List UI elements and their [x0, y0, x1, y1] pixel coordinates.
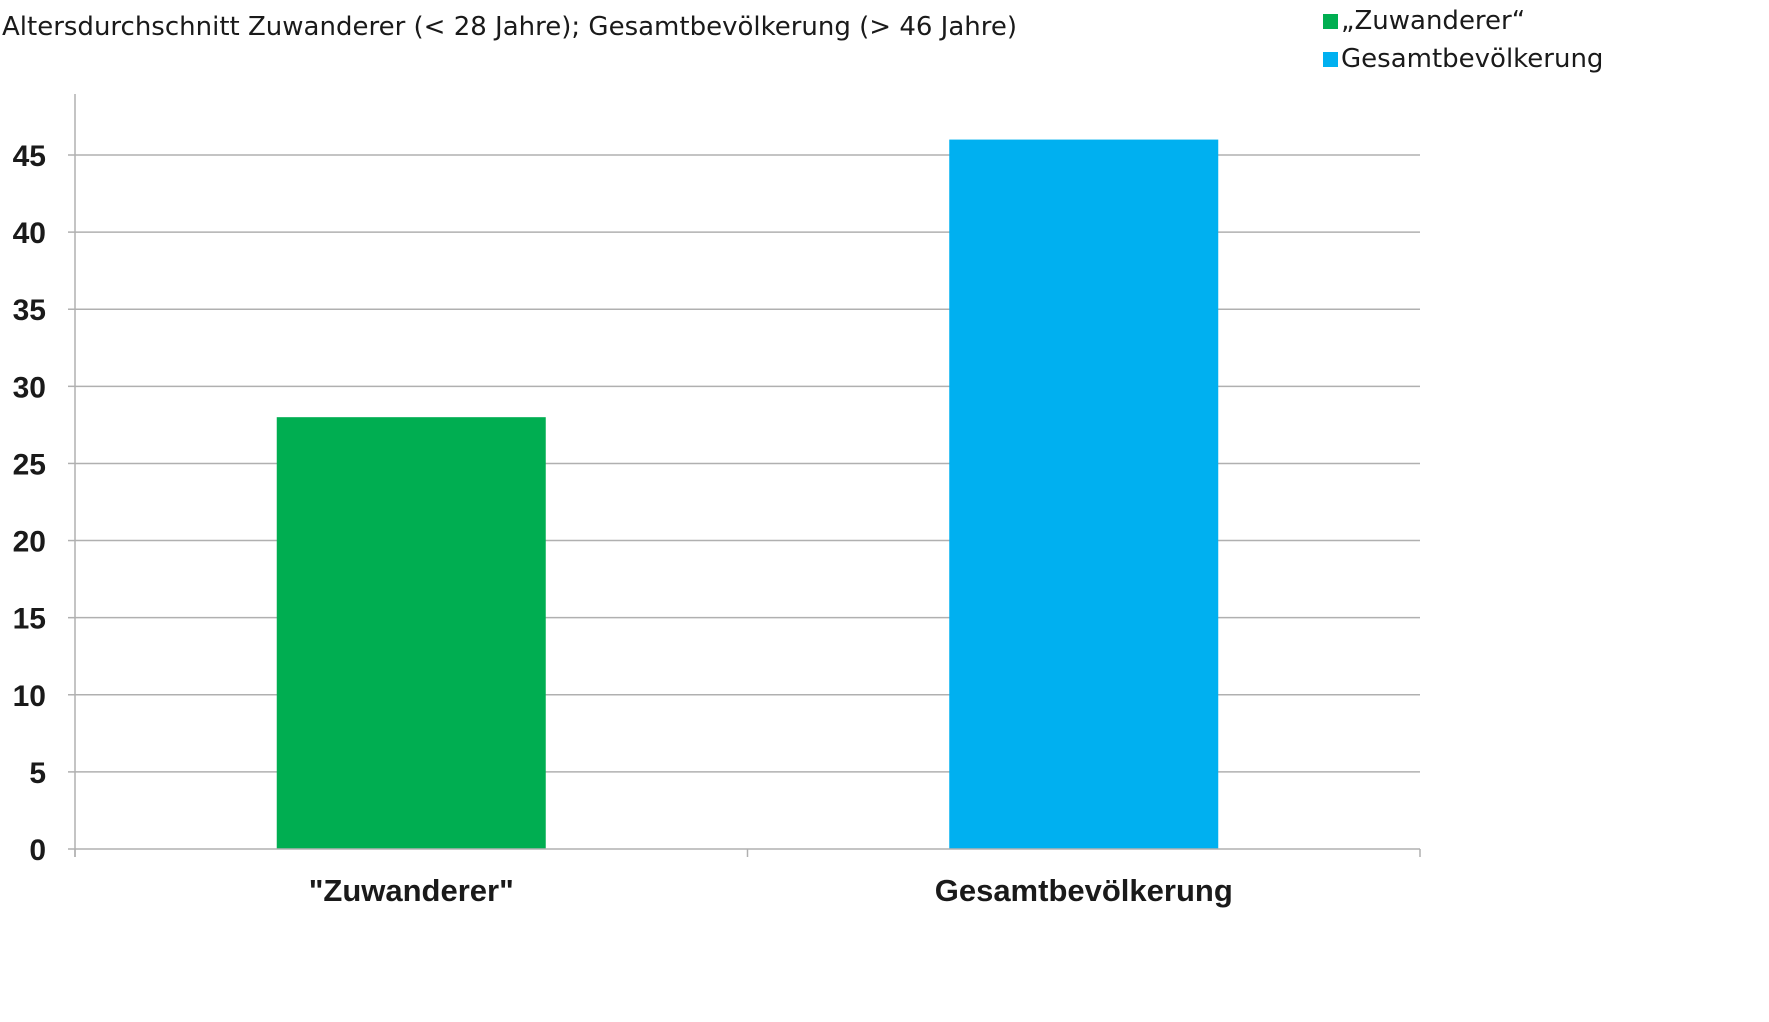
legend-label-gesamtbevoelkerung: Gesamtbevölkerung: [1341, 44, 1604, 74]
y-tick-label-20: 20: [13, 526, 46, 559]
y-tick-label-5: 5: [29, 757, 46, 790]
y-tick-label-30: 30: [13, 371, 46, 404]
legend-item-gesamtbevoelkerung: Gesamtbevölkerung: [1323, 40, 1603, 78]
x-tick-label-0: "Zuwanderer": [309, 873, 514, 908]
bars: [276, 139, 1219, 850]
y-tick-label-25: 25: [13, 448, 46, 481]
bar-1: [949, 139, 1219, 850]
legend-label-zuwanderer: „Zuwanderer“: [1341, 6, 1526, 36]
legend-swatch-zuwanderer: [1323, 13, 1338, 29]
chart-title: Altersdurchschnitt Zuwanderer (< 28 Jahr…: [2, 12, 1018, 42]
y-tick-label-35: 35: [13, 294, 46, 327]
y-tick-label-0: 0: [29, 834, 46, 867]
bar-0: [276, 417, 546, 849]
y-tick-label-15: 15: [13, 603, 46, 636]
y-tick-label-40: 40: [13, 217, 46, 250]
axes: [68, 94, 1421, 857]
legend-item-zuwanderer: „Zuwanderer“: [1323, 2, 1603, 40]
legend-swatch-gesamtbevoelkerung: [1323, 51, 1338, 67]
x-tick-label-1: Gesamtbevölkerung: [935, 873, 1233, 908]
x-axis-tick-labels: "Zuwanderer" Gesamtbevölkerung: [309, 873, 1233, 908]
y-axis-tick-labels: 0 5 10 15 20 25 30 35 40 45: [13, 140, 46, 867]
y-tick-label-10: 10: [13, 680, 46, 713]
y-tick-label-45: 45: [13, 140, 46, 173]
legend: „Zuwanderer“ Gesamtbevölkerung: [1323, 2, 1603, 78]
